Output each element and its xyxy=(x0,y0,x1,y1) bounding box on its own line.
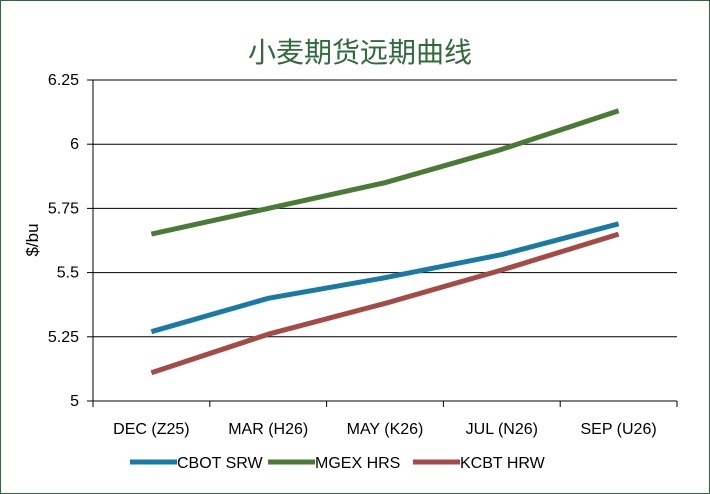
y-tick-label: 5.5 xyxy=(57,265,79,282)
chart-title: 小麦期货远期曲线 xyxy=(248,36,472,69)
x-tick-label: MAY (K26) xyxy=(347,421,424,438)
x-tick-label: JUL (N26) xyxy=(466,421,538,438)
y-tick-labels: 5 5.25 5.5 5.75 6 6.25 xyxy=(48,72,79,410)
series-line xyxy=(150,221,620,335)
series-lines xyxy=(150,108,620,376)
legend-label: KCBT HRW xyxy=(460,455,546,472)
x-tick-label: SEP (U26) xyxy=(581,421,657,438)
x-tick-label: MAR (H26) xyxy=(228,421,308,438)
y-tick-label: 5.25 xyxy=(48,329,79,346)
series-line xyxy=(150,108,620,237)
x-tick-labels: DEC (Z25) MAR (H26) MAY (K26) JUL (N26) SEP … xyxy=(113,421,657,438)
legend-label: CBOT SRW xyxy=(177,455,264,472)
y-tick-label: 5 xyxy=(70,393,79,410)
y-tick-label: 5.75 xyxy=(48,200,79,217)
gridlines xyxy=(93,79,677,338)
y-tick-label: 6.25 xyxy=(48,72,79,89)
series-line xyxy=(150,231,620,376)
y-axis-label: $/bu xyxy=(23,223,42,256)
legend-label: MGEX HRS xyxy=(315,455,400,472)
y-tick-label: 6 xyxy=(70,136,79,153)
x-tick-label: DEC (Z25) xyxy=(113,421,189,438)
legend: CBOT SRW MGEX HRS KCBT HRW xyxy=(130,455,546,472)
axes xyxy=(87,79,678,407)
